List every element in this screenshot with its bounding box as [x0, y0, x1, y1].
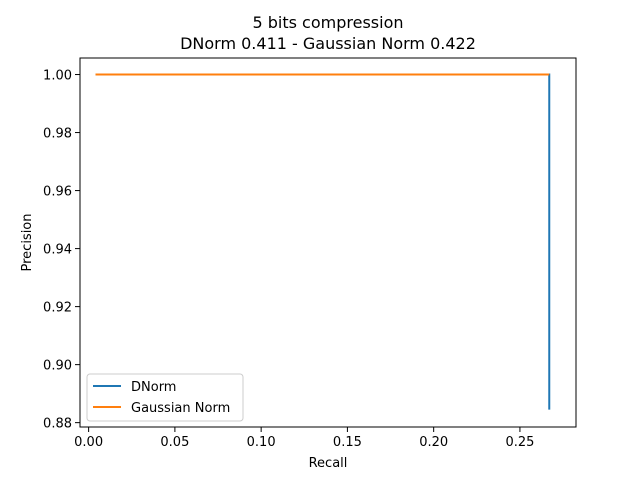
series-layer	[95, 73, 551, 410]
y-tick-label: 0.94	[43, 243, 72, 258]
chart-subtitle: DNorm 0.411 - Gaussian Norm 0.422	[180, 34, 476, 53]
y-tick-label: 0.92	[43, 301, 72, 316]
legend-box	[86, 373, 244, 422]
x-tick-label: 0.10	[247, 435, 276, 450]
x-tick-label: 0.00	[74, 435, 103, 450]
y-tick-label: 0.96	[43, 185, 72, 200]
legend: DNorm Gaussian Norm	[86, 373, 244, 422]
x-tick-label: 0.05	[160, 435, 189, 450]
y-tick-label: 0.90	[43, 359, 72, 374]
x-tick-label: 0.20	[419, 435, 448, 450]
plot-area	[80, 58, 576, 427]
chart-title: 5 bits compression	[252, 13, 403, 32]
x-tick-label: 0.15	[333, 435, 362, 450]
y-axis-label: Precision	[20, 213, 35, 271]
ticks-layer: 0.00 0.05 0.10 0.15 0.20 0.25 0.88 0.90 0.92 0.94…	[43, 69, 534, 450]
y-tick-label: 1.00	[43, 69, 72, 84]
x-axis-label: Recall	[309, 456, 348, 471]
legend-label-dnorm: DNorm	[131, 380, 176, 395]
legend-label-gaussian-norm: Gaussian Norm	[131, 401, 230, 416]
x-tick-label: 0.25	[505, 435, 534, 450]
y-tick-label: 0.88	[43, 417, 72, 432]
axes-frame	[79, 57, 577, 428]
y-tick-label: 0.98	[43, 127, 72, 142]
